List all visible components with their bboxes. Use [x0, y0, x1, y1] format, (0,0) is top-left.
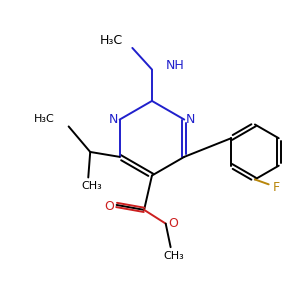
Text: F: F [273, 181, 280, 194]
Text: CH₃: CH₃ [163, 251, 184, 261]
Text: NH: NH [166, 59, 184, 72]
Text: CH₃: CH₃ [82, 181, 103, 191]
Text: N: N [185, 113, 195, 126]
Text: H₃C: H₃C [99, 34, 122, 46]
Text: O: O [104, 200, 114, 213]
Text: O: O [169, 217, 178, 230]
Text: H₃C: H₃C [34, 114, 55, 124]
Text: N: N [109, 113, 119, 126]
